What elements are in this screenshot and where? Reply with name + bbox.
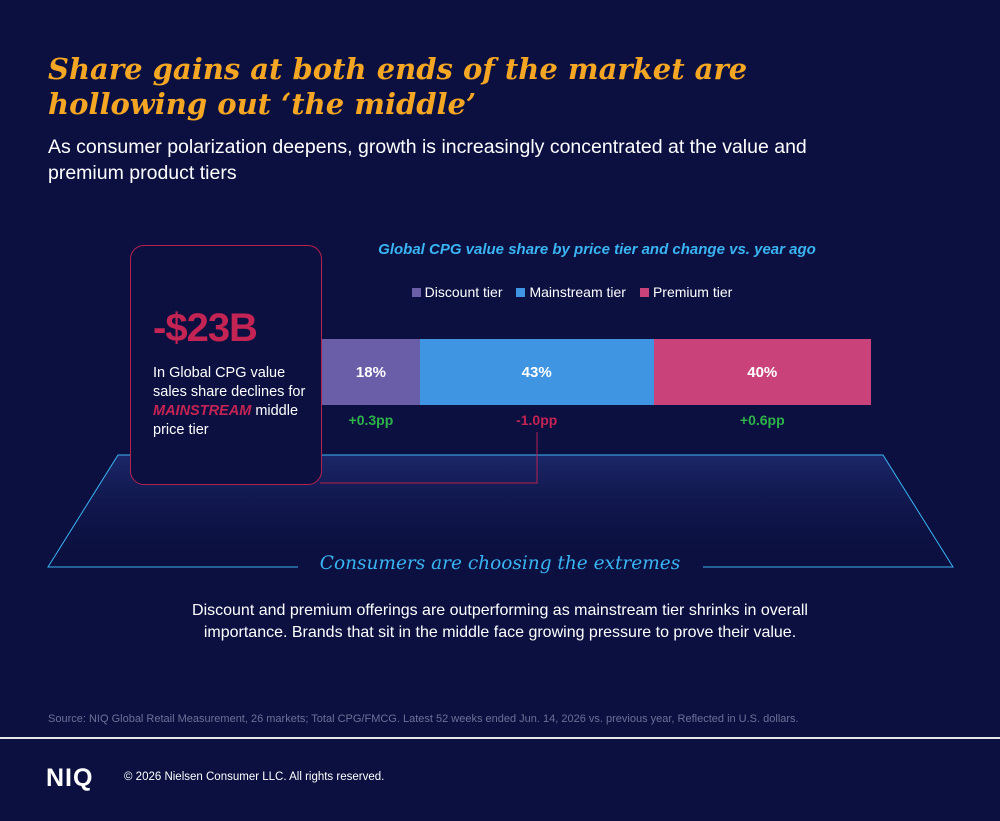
conclusion-body: Discount and premium offerings are outpe… (192, 602, 808, 641)
niq-logo: NIQ (46, 764, 94, 792)
bar-segment-premium: 40% (653, 339, 871, 405)
legend-label: Premium tier (652, 284, 733, 300)
legend-swatch (411, 287, 421, 297)
page-subtitle: As consumer polarization deepens, growth… (48, 136, 807, 184)
stacked-bar: 18% 43% 40% (322, 339, 871, 405)
chart-legend: Discount tier Mainstream tier Premium ti… (322, 284, 822, 300)
copyright-text: © 2026 Nielsen Consumer LLC. All rights … (124, 771, 385, 783)
legend-label: Mainstream tier (529, 284, 626, 300)
callout-value: -$23B (153, 306, 258, 350)
legend-swatch (516, 287, 526, 297)
conclusion-heading: Consumers are choosing the extremes (319, 553, 681, 574)
footer-divider (0, 737, 1000, 739)
data-label: 18% (355, 363, 386, 381)
change-label-mainstream: -1.0pp (516, 412, 558, 428)
data-label: 43% (521, 363, 552, 381)
data-label: 40% (747, 363, 778, 381)
callout-highlight: MAINSTREAM (153, 403, 252, 419)
callout-connector (320, 432, 538, 484)
page-title: Share gains at both ends of the market a… (48, 52, 748, 121)
change-label-premium: +0.6pp (739, 412, 785, 428)
legend-swatch (639, 287, 649, 297)
bar-segment-mainstream: 43% (419, 339, 654, 405)
legend-item-discount: Discount tier (411, 284, 503, 300)
legend-item-mainstream: Mainstream tier (516, 284, 626, 300)
bar-segment-discount: 18% (322, 339, 420, 405)
callout-description: In Global CPG value sales share declines… (153, 365, 306, 438)
chart-title: Global CPG value share by price tier and… (378, 241, 816, 258)
legend-label: Discount tier (424, 284, 503, 300)
callout-box: -$23B In Global CPG value sales share de… (130, 245, 322, 485)
legend-item-premium: Premium tier (639, 284, 733, 300)
change-label-discount: +0.3pp (348, 412, 394, 428)
source-note: Source: NIQ Global Retail Measurement, 2… (48, 713, 799, 725)
